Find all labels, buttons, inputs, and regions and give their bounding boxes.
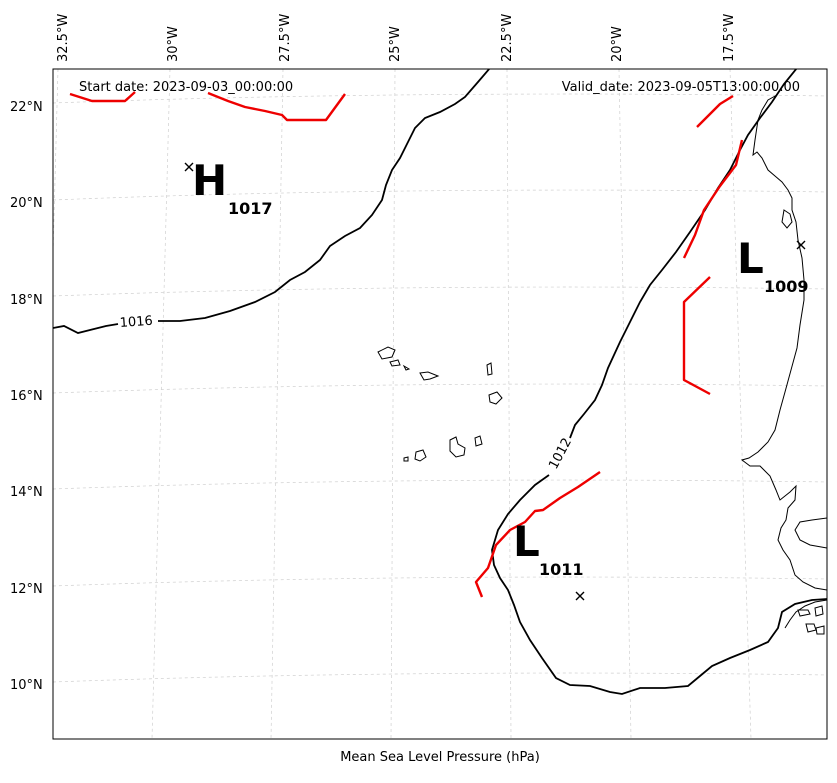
low-pressure-system: L 1009 bbox=[737, 234, 809, 296]
lon-label: 25°W bbox=[388, 26, 403, 62]
lat-label: 10°N bbox=[10, 678, 43, 693]
map-frame bbox=[52, 68, 828, 740]
lon-label: 32.5°W bbox=[56, 14, 71, 62]
coastline bbox=[740, 94, 827, 635]
fronts bbox=[69, 91, 744, 598]
front-line bbox=[682, 139, 744, 259]
start-date-label: Start date: 2023-09-03_00:00:00 bbox=[79, 80, 293, 95]
longitude-labels: 32.5°W 30°W 27.5°W 25°W 22.5°W 20°W 17.5… bbox=[56, 14, 737, 62]
lat-label: 14°N bbox=[10, 485, 43, 500]
lat-label: 12°N bbox=[10, 582, 43, 597]
isobars bbox=[53, 69, 827, 695]
valid-date-label: Valid_date: 2023-09-05T13:00:00.00 bbox=[562, 80, 800, 95]
front-line bbox=[696, 94, 734, 128]
cape-verde-islands bbox=[377, 346, 503, 462]
front-line bbox=[207, 91, 346, 122]
lon-label: 30°W bbox=[166, 26, 181, 62]
system-value: 1011 bbox=[539, 560, 584, 579]
system-letter: H bbox=[192, 156, 227, 205]
lat-label: 18°N bbox=[10, 293, 43, 308]
lat-label: 20°N bbox=[10, 196, 43, 211]
isobar-1012 bbox=[491, 69, 827, 695]
lon-label: 27.5°W bbox=[278, 14, 293, 62]
low-pressure-system: L 1011 bbox=[513, 517, 585, 601]
front-line bbox=[682, 276, 711, 396]
pressure-systems: H 1017 L 1009 L 1011 bbox=[184, 156, 809, 601]
system-value: 1017 bbox=[228, 199, 273, 218]
front-line bbox=[474, 471, 601, 598]
lon-label: 20°W bbox=[610, 26, 625, 62]
lat-label: 22°N bbox=[10, 100, 43, 115]
lon-label: 17.5°W bbox=[722, 14, 737, 62]
contour-label: 1016 bbox=[119, 314, 153, 331]
latitude-labels: 22°N 20°N 18°N 16°N 14°N 12°N 10°N bbox=[10, 100, 43, 693]
system-letter: L bbox=[737, 234, 764, 283]
system-value: 1009 bbox=[764, 277, 809, 296]
high-pressure-system: H 1017 bbox=[184, 156, 273, 218]
isobar-1016 bbox=[53, 69, 491, 334]
lon-label: 22.5°W bbox=[500, 14, 515, 62]
system-letter: L bbox=[513, 517, 540, 566]
graticule bbox=[53, 69, 827, 739]
lat-label: 16°N bbox=[10, 389, 43, 404]
contour-labels: 1016 1012 bbox=[119, 314, 575, 472]
footer-label: Mean Sea Level Pressure (hPa) bbox=[340, 750, 540, 765]
front-line bbox=[69, 91, 136, 103]
contour-label: 1012 bbox=[546, 436, 575, 472]
